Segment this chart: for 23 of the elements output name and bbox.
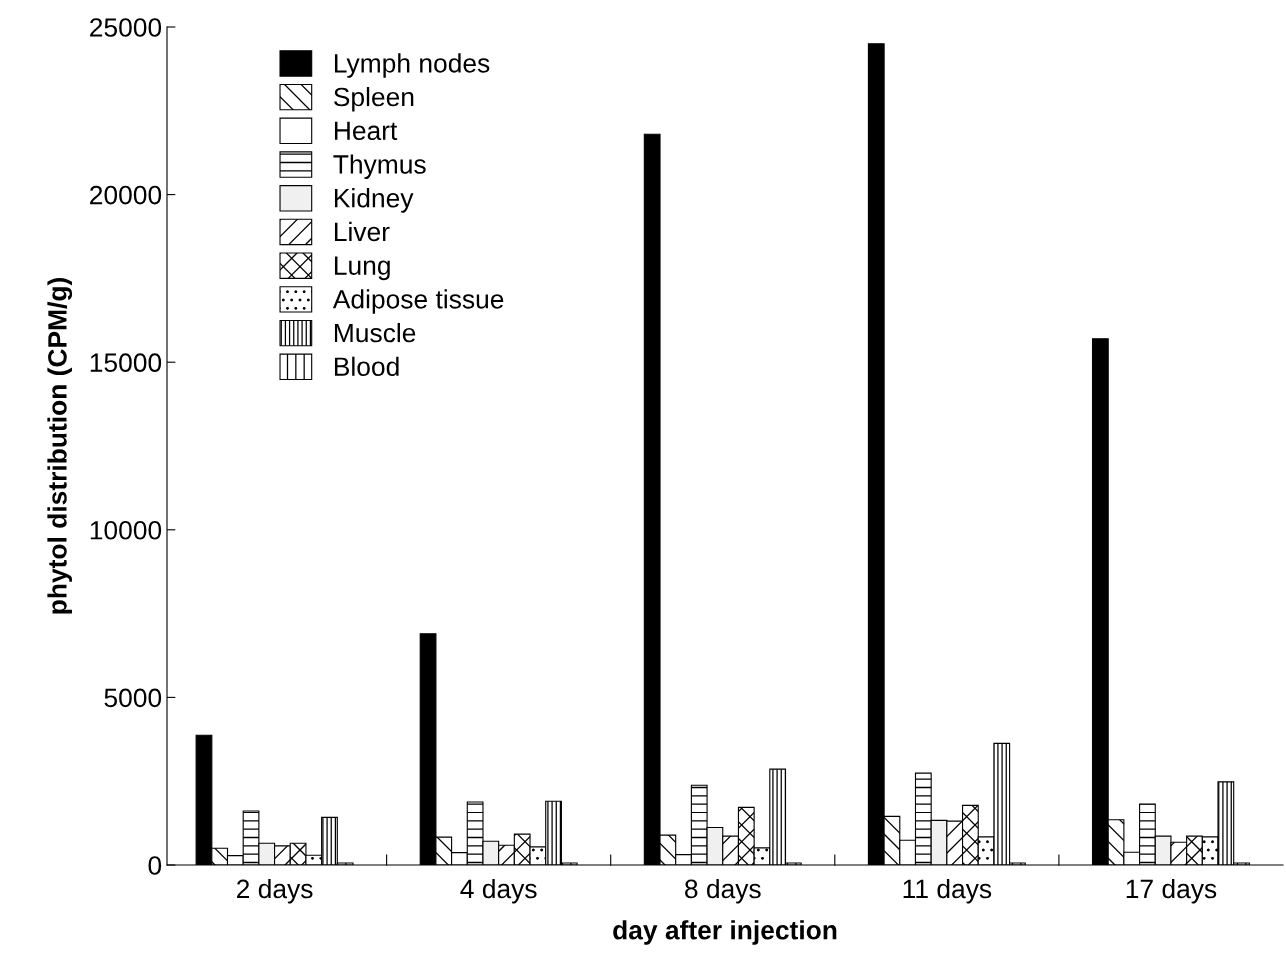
x-tick-label: 11 days [903,878,992,904]
legend-label: Lung [334,256,390,281]
y-tick-label: 5000 [104,688,162,708]
y-tick-label: 10000 [90,520,162,540]
legend-label: Heart [334,121,398,141]
y-tick-label: 20000 [90,185,162,205]
legend-label: Adipose tissue [332,289,504,314]
y-tick-label: 15000 [90,353,162,373]
legend-label: Muscle [334,322,416,343]
legend-label: Liver [334,221,390,242]
legend-label: Blood [334,356,399,377]
y-tick-label: 0 [148,856,162,875]
legend-label: Lymph nodes [334,53,490,78]
x-tick-label: 4 days [460,878,537,904]
x-axis-title: day after injection [613,920,837,945]
x-tick-label: 17 days [1126,878,1217,904]
y-tick-label: 25000 [90,18,162,37]
x-tick-label: 2 days [237,878,313,904]
x-tick-label: 8 days [685,878,761,904]
y-axis-title: phytol distribution (CPM/g) [47,278,73,614]
legend-label: Spleen [334,86,414,112]
legend-label: Thymus [333,154,426,179]
legend-label: Kidney [334,188,414,213]
